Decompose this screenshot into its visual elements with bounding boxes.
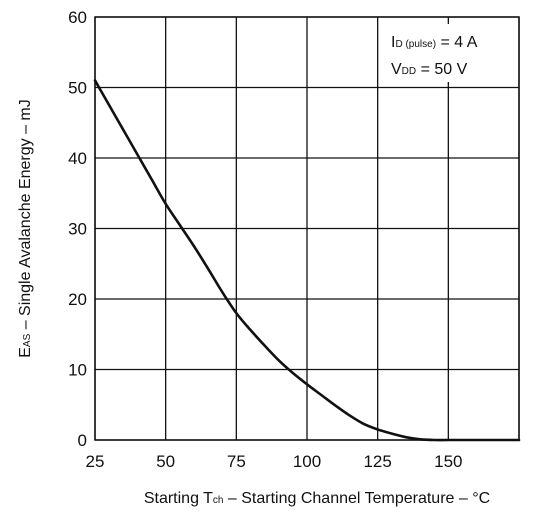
x-axis-label-prefix: Starting T (144, 490, 213, 507)
annotation-vdd-suffix: = 50 V (416, 61, 467, 78)
plot-frame (94, 16, 520, 441)
x-tick-label: 25 (86, 452, 105, 471)
y-tick-label: 0 (78, 431, 87, 450)
y-axis-label-suffix: – Single Avalanche Energy – mJ (17, 99, 34, 334)
y-tick-label: 60 (68, 8, 87, 27)
x-tick-label: 50 (156, 452, 175, 471)
x-tick-label: 75 (227, 452, 246, 471)
series-layer (93, 79, 521, 442)
y-tick-label: 50 (68, 79, 87, 98)
conditions-annotation: ID (pulse) = 4 A VDD = 50 V (382, 24, 514, 82)
annotation-vdd-prefix: V (391, 61, 402, 78)
x-tick-label: 100 (293, 452, 321, 471)
annotation-id-prefix: I (391, 34, 395, 51)
annotation-vdd-subscript: DD (402, 66, 416, 77)
tick-labels: 25 50 75 100 125 150 0 10 20 30 40 50 60 (68, 8, 462, 471)
annotation-line-vdd: VDD = 50 V (391, 61, 468, 78)
series-line (93, 79, 521, 442)
annotation-line-id-pulse: ID (pulse) = 4 A (391, 34, 478, 51)
y-axis-label-subscript: AS (22, 333, 33, 347)
x-axis-label-suffix: – Starting Channel Temperature – °C (223, 490, 490, 507)
x-axis-label: Starting Tch – Starting Channel Temperat… (144, 490, 490, 507)
y-tick-label: 10 (68, 361, 87, 380)
y-tick-label: 30 (68, 220, 87, 239)
y-tick-label: 20 (68, 290, 87, 309)
y-axis-label-prefix: E (17, 347, 34, 358)
x-tick-label: 150 (434, 452, 462, 471)
annotation-background (382, 24, 514, 82)
annotation-id-suffix: = 4 A (436, 34, 478, 51)
y-axis-label: EAS – Single Avalanche Energy – mJ (17, 99, 34, 358)
x-tick-label: 125 (363, 452, 391, 471)
y-tick-label: 40 (68, 149, 87, 168)
annotation-id-subscript: D (pulse) (395, 39, 436, 50)
x-axis-label-subscript: ch (213, 495, 224, 506)
